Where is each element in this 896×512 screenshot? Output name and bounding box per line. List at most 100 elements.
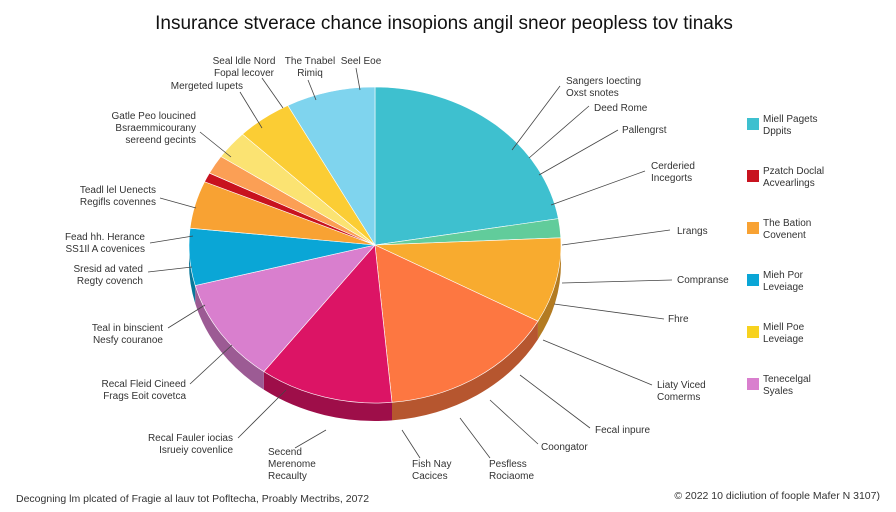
slice-label: Teal in binscient Nesfy couranoe — [92, 323, 164, 346]
slice-label-line: Sresid ad vated — [74, 264, 144, 275]
legend-label-line: Syales — [763, 386, 793, 397]
legend-label: The Bation Covenent — [763, 218, 811, 241]
slice-label-line: Cacices — [412, 471, 448, 482]
slice-label-line: Seal ldle Nord — [213, 56, 276, 67]
slice-label-line: The Tnabel — [285, 56, 335, 67]
leader-line — [307, 79, 317, 101]
slice-label-line: Isrueiy covenlice — [159, 445, 233, 456]
slice-label-line: Rimiq — [297, 68, 323, 79]
slice-label-line: sereend gecints — [125, 135, 196, 146]
slice-label: Liaty Viced Comerms — [657, 380, 706, 403]
leader-line — [489, 399, 539, 445]
leader-line — [239, 91, 263, 129]
pie-slice — [374, 86, 559, 246]
slice-label: Compranse — [677, 275, 729, 286]
slice-label: Lrangs — [677, 226, 708, 237]
legend-swatch — [747, 170, 759, 182]
leader-line — [542, 339, 653, 386]
slice-label-line: Mergeted Iupets — [171, 81, 243, 92]
chart-title: Insurance stverace chance insopions angi… — [155, 13, 733, 34]
slice-labels: Sangers Ioecting Oxst snotes Deed Rome Pall… — [65, 56, 729, 482]
slice-label-line: Incegorts — [651, 173, 692, 184]
pie-slice — [287, 86, 376, 247]
slice-label-line: SS1Il A covenices — [66, 244, 146, 255]
slice-label-line: Coongator — [541, 442, 588, 453]
leader-line — [199, 131, 232, 158]
pie-slice-side — [195, 285, 264, 390]
slice-label-line: Comerms — [657, 392, 700, 403]
slice-label-line: Recal Fauler iocias — [148, 433, 233, 444]
legend-swatch — [747, 326, 759, 338]
slice-label-line: Fopal lecover — [214, 68, 275, 79]
leader-line — [561, 279, 673, 284]
slice-label-line: Fecal inpure — [595, 425, 650, 436]
slice-label-line: Fead hh. Herance — [65, 232, 145, 243]
slice-label: Seal ldle Nord Fopal lecover — [213, 56, 276, 79]
leader-line — [511, 85, 561, 151]
slice-label-line: Rociaome — [489, 471, 534, 482]
label-leaders — [147, 67, 673, 459]
slice-label: Deed Rome — [594, 103, 648, 114]
legend-label-line: Pzatch Doclal — [763, 166, 824, 177]
leader-line — [401, 429, 421, 459]
slice-label: Teadl lel Uenects Regifls covennes — [80, 185, 156, 208]
slice-label: Coongator — [541, 442, 588, 453]
legend-swatch — [747, 274, 759, 286]
pie-slice-side — [263, 371, 392, 422]
legend-swatch — [747, 222, 759, 234]
legend-label-line: Acvearlings — [763, 178, 815, 189]
leader-line — [459, 417, 491, 459]
pie-slice-side — [537, 245, 562, 340]
legend-label-line: Miell Poe — [763, 322, 805, 333]
slice-label-line: Liaty Viced — [657, 380, 706, 391]
leader-line — [189, 344, 233, 385]
slice-label-line: Teal in binscient — [92, 323, 163, 334]
footer-source: Decogning lm plcated of Fragie al lauv t… — [16, 493, 369, 505]
slice-label-line: Bsraemmicourany — [115, 123, 196, 134]
leader-line — [147, 266, 193, 273]
legend-label: Pzatch Doclal Acvearlings — [763, 166, 824, 189]
leader-line — [355, 67, 361, 91]
slice-label: Gatle Peo loucined Bsraemmicourany sereend… — [111, 111, 196, 146]
legend-swatch — [747, 118, 759, 130]
slice-label-line: Recaulty — [268, 471, 307, 482]
slice-label-line: Secend — [268, 447, 302, 458]
legend-label-line: Miell Pagets — [763, 114, 817, 125]
legend-label-line: The Bation — [763, 218, 811, 229]
legend-label-line: Leveiage — [763, 282, 804, 293]
legend-label-line: Dppits — [763, 126, 791, 137]
pie-slice — [194, 244, 376, 373]
slice-label-line: Pallengrst — [622, 125, 667, 136]
legend-label-line: Covenent — [763, 230, 806, 241]
leader-line — [528, 105, 590, 159]
slice-label: Mergeted Iupets — [171, 81, 243, 92]
leader-line — [294, 429, 327, 449]
slice-label-line: Regifls covennes — [80, 197, 156, 208]
legend-label-line: Leveiage — [763, 334, 804, 345]
slice-label-line: Fish Nay — [412, 459, 451, 470]
leader-line — [550, 170, 646, 206]
slice-label-line: Seel Eoe — [341, 56, 382, 67]
slice-label: Pesfless Rociaome — [489, 459, 534, 482]
slice-label: Sresid ad vated Regty covench — [74, 264, 144, 287]
slice-label-line: Compranse — [677, 275, 729, 286]
slice-label-line: Frags Eoit covetca — [103, 391, 186, 402]
slice-label: Seel Eoe — [341, 56, 382, 67]
slice-label: Secend Merenome Recaulty — [268, 447, 316, 482]
legend-swatch — [747, 378, 759, 390]
slice-label-line: Oxst snotes — [566, 88, 619, 99]
slice-label: Fead hh. Herance SS1Il A covenices — [65, 232, 145, 255]
leader-line — [159, 197, 197, 209]
slice-label: Pallengrst — [622, 125, 667, 136]
slice-label-line: Lrangs — [677, 226, 708, 237]
legend-label: Mieh Por Leveiage — [763, 270, 804, 293]
leader-line — [561, 229, 671, 246]
leader-line — [167, 304, 206, 329]
slice-label: Fhre — [668, 314, 689, 325]
slice-label-line: Merenome — [268, 459, 316, 470]
slice-label: Fecal inpure — [595, 425, 650, 436]
slice-label-line: Pesfless — [489, 459, 527, 470]
legend-label-line: Mieh Por — [763, 270, 804, 281]
slice-label: Recal Fleid Cineed Frags Eoit covetca — [102, 379, 187, 402]
